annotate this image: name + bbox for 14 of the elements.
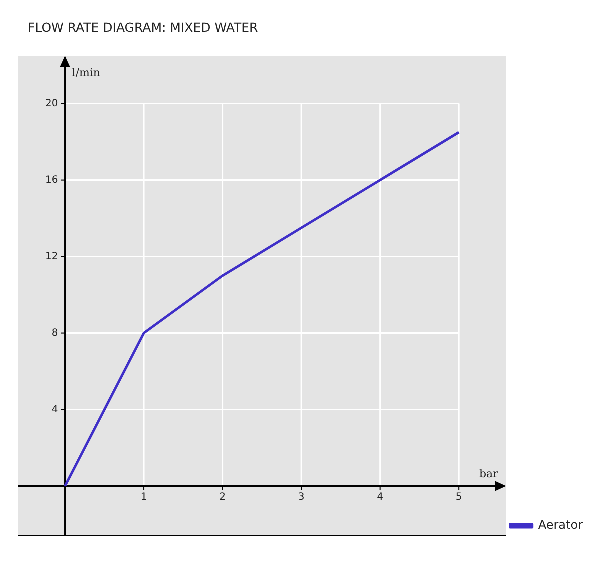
y-tick-label: 20 <box>46 98 58 110</box>
y-tick-label: 8 <box>52 328 58 339</box>
x-tick-label: 4 <box>377 492 384 503</box>
x-tick-label: 5 <box>456 492 462 503</box>
y-tick-label: 12 <box>46 251 58 262</box>
y-tick-label: 16 <box>46 174 58 186</box>
x-tick-label: 1 <box>140 492 148 503</box>
x-tick-label: 3 <box>298 492 305 503</box>
x-axis-title: bar <box>479 468 500 481</box>
chart-title: FLOW RATE DIAGRAM: MIXED WATER <box>28 20 260 37</box>
y-axis-title: l/min <box>72 66 101 80</box>
x-tick-label: 2 <box>220 492 226 503</box>
y-tick-label: 4 <box>52 404 58 416</box>
legend-label: Aerator <box>538 518 584 532</box>
